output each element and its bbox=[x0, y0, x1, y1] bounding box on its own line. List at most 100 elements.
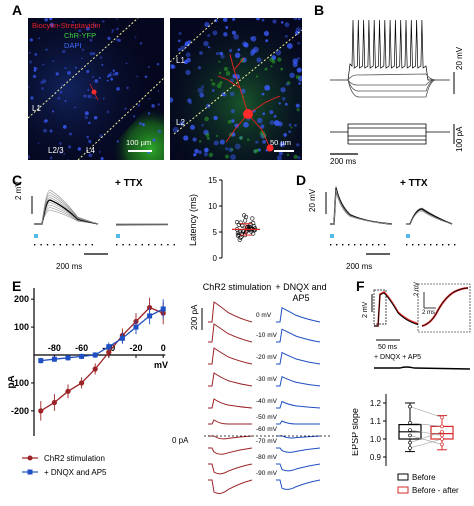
dapi-nucleus bbox=[255, 140, 259, 144]
dapi-nucleus bbox=[256, 117, 263, 124]
iv-ytick-label: -200 bbox=[11, 406, 29, 416]
dapi-nucleus bbox=[64, 100, 67, 103]
iv-point bbox=[160, 306, 166, 312]
dapi-nucleus bbox=[81, 57, 83, 60]
dapi-nucleus bbox=[87, 95, 90, 97]
dapi-nucleus bbox=[262, 112, 266, 116]
dapi-nucleus bbox=[92, 52, 96, 55]
dapi-nucleus bbox=[201, 123, 204, 127]
dapi-nucleus bbox=[179, 120, 185, 126]
yfp-signal bbox=[198, 140, 202, 143]
layer-label-l23: L2/3 bbox=[48, 146, 64, 155]
dapi-nucleus bbox=[172, 126, 179, 133]
dapi-nucleus bbox=[204, 22, 210, 28]
yfp-signal bbox=[296, 108, 300, 112]
paired-point bbox=[408, 440, 412, 445]
latency-point bbox=[234, 220, 240, 225]
scalebar-label-left: 100 µm bbox=[126, 138, 152, 147]
c-control-traces bbox=[34, 189, 99, 225]
dapi-nucleus bbox=[219, 139, 225, 145]
dapi-nucleus bbox=[225, 147, 229, 151]
dapi-nucleus bbox=[215, 51, 220, 56]
dapi-nucleus bbox=[29, 38, 33, 42]
dapi-nucleus bbox=[74, 106, 76, 109]
latency-scatter: 0 5 10 15 Latency (ms) bbox=[188, 176, 260, 263]
micrograph-right-image bbox=[170, 18, 302, 160]
dapi-nucleus bbox=[296, 67, 302, 73]
layer-label-l1-right: L1 bbox=[176, 56, 185, 65]
dapi-nucleus bbox=[43, 128, 47, 133]
dapi-nucleus bbox=[93, 96, 96, 99]
paired-line bbox=[409, 431, 443, 443]
dapi-nucleus bbox=[286, 43, 293, 49]
latency-ytick-label: 0 bbox=[213, 254, 218, 263]
dapi-nuclei-left bbox=[28, 18, 162, 160]
dapi-nucleus bbox=[184, 41, 191, 47]
e-zero-label: 0 pA bbox=[172, 436, 189, 445]
dapi-nucleus bbox=[269, 110, 274, 115]
panel-label-b: B bbox=[314, 2, 325, 18]
dapi-nucleus bbox=[100, 157, 104, 160]
e-voltage-label: -90 mV bbox=[256, 470, 277, 477]
yfp-signal bbox=[208, 152, 214, 158]
micrograph-right: L1 L2 50 µm bbox=[170, 18, 302, 160]
paired-point bbox=[440, 442, 444, 447]
paired-point bbox=[408, 428, 412, 432]
iv-xtick-label: 0 bbox=[161, 343, 166, 353]
dapi-nucleus bbox=[230, 109, 236, 114]
dapi-nucleus bbox=[139, 42, 143, 45]
dapi-nucleus bbox=[57, 96, 61, 100]
paired-point bbox=[408, 420, 412, 425]
dapi-nucleus bbox=[67, 70, 71, 75]
e-voltage-label: -80 mV bbox=[256, 454, 277, 461]
d-time-scale: 200 ms bbox=[346, 262, 373, 271]
yfp-signal bbox=[219, 80, 223, 85]
dapi-nucleus bbox=[125, 62, 128, 65]
dapi-nucleus bbox=[84, 111, 89, 116]
dnqx-current-trace bbox=[276, 351, 321, 365]
box-ytick-label: 0.9 bbox=[370, 453, 382, 462]
dapi-nucleus bbox=[279, 141, 285, 147]
iv-point bbox=[38, 408, 44, 414]
dapi-nucleus bbox=[77, 147, 82, 151]
stim-tick bbox=[330, 244, 332, 246]
dapi-nucleus bbox=[156, 62, 160, 66]
dapi-nucleus bbox=[273, 114, 277, 118]
layer-label-l1-left: L1 bbox=[32, 104, 41, 113]
dapi-nucleus bbox=[94, 24, 97, 27]
yfp-signal bbox=[218, 60, 221, 63]
dapi-nucleus bbox=[110, 77, 114, 81]
dapi-nucleus bbox=[280, 21, 284, 24]
d-voltage-scale: 20 mV bbox=[308, 188, 317, 212]
stim-tick bbox=[167, 244, 169, 246]
e-current-traces bbox=[201, 301, 332, 495]
dapi-nucleus bbox=[292, 58, 299, 64]
dapi-nucleus bbox=[280, 87, 286, 93]
yfp-signal bbox=[216, 83, 222, 89]
box-groups bbox=[398, 402, 454, 453]
stim-tick bbox=[53, 244, 55, 246]
stim-tick bbox=[59, 244, 61, 246]
dapi-nucleus bbox=[198, 150, 202, 155]
yfp-signal bbox=[210, 78, 213, 82]
dapi-nucleus bbox=[192, 137, 197, 142]
stim-tick bbox=[412, 244, 414, 246]
paired-point bbox=[440, 429, 444, 434]
dapi-nucleus bbox=[52, 60, 55, 63]
dapi-nucleus bbox=[255, 18, 260, 21]
box-ytick-label: 1.1 bbox=[370, 417, 382, 426]
yfp-signal bbox=[227, 119, 232, 124]
chr2-current-trace bbox=[208, 447, 253, 455]
dapi-nucleus bbox=[261, 92, 265, 96]
dapi-nucleus bbox=[207, 45, 211, 49]
dapi-nucleus bbox=[111, 31, 114, 34]
spiking-trace bbox=[330, 19, 450, 81]
yfp-signal bbox=[290, 126, 293, 129]
dapi-nucleus bbox=[111, 28, 115, 32]
stim-tick bbox=[160, 244, 163, 246]
dapi-nucleus bbox=[243, 121, 249, 128]
dapi-nuclei-right bbox=[170, 18, 302, 160]
paired-point bbox=[440, 433, 444, 438]
stim-tick bbox=[46, 244, 49, 246]
